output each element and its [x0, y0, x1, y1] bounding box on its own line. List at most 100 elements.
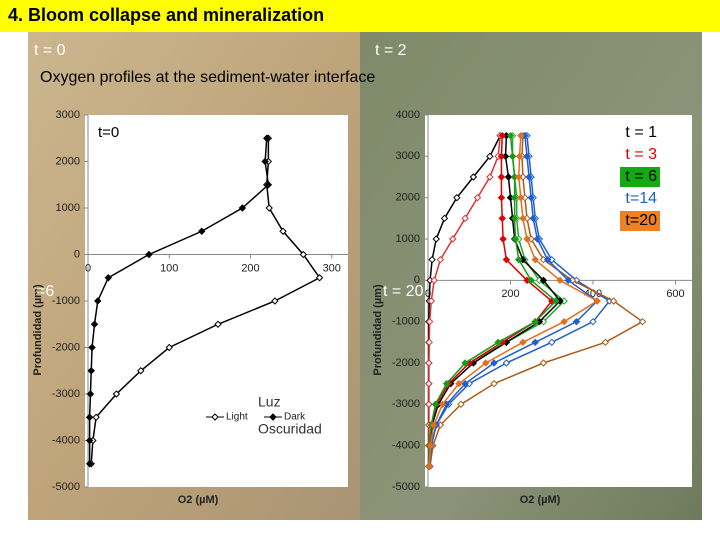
y-tick-label: -3000 — [392, 398, 420, 410]
y-tick-label: 1000 — [56, 202, 80, 214]
time-label: t = 0 — [34, 42, 66, 59]
y-tick-label: 2000 — [396, 192, 420, 204]
x-tick-label: 200 — [501, 288, 519, 300]
profile-marker — [525, 173, 533, 181]
y-tick-label: -3000 — [52, 388, 80, 400]
profile-marker — [543, 255, 552, 264]
legend-label: t=14 — [625, 190, 657, 207]
profile-marker — [523, 235, 531, 243]
annotation: Oscuridad — [258, 421, 322, 437]
profile-marker — [506, 131, 515, 140]
profile-marker — [539, 359, 548, 367]
profile-marker — [145, 250, 153, 259]
profile-marker — [165, 343, 173, 352]
x-axis-label: O2 (µM) — [178, 494, 219, 506]
profile-marker — [511, 235, 520, 243]
y-tick-label: -1000 — [52, 295, 80, 307]
profile-marker — [442, 379, 451, 388]
profile-marker — [497, 152, 506, 161]
profile-marker — [425, 317, 434, 326]
y-axis-label: Profundidad (µm) — [372, 284, 384, 376]
y-tick-label: 3000 — [56, 109, 80, 121]
profile-marker — [531, 255, 539, 264]
profile-marker — [425, 379, 433, 388]
profile-marker — [515, 173, 523, 181]
profile-marker — [527, 276, 535, 285]
profile-marker — [527, 193, 535, 202]
profile-marker — [86, 390, 95, 398]
profile-marker — [515, 255, 523, 264]
legend-label-bg — [620, 167, 660, 187]
profile-marker — [436, 255, 445, 264]
profile-marker — [112, 390, 121, 398]
profile-marker — [494, 338, 502, 347]
slide-title: 4. Bloom collapse and mineralization — [8, 5, 324, 25]
profile-marker — [519, 338, 527, 347]
profile-marker — [531, 338, 539, 347]
legend-label: t = 1 — [625, 124, 657, 141]
profile-marker — [315, 274, 324, 282]
profile-marker — [564, 276, 572, 285]
legend-marker — [211, 413, 219, 421]
profile-marker — [490, 359, 498, 367]
profile-marker — [279, 227, 287, 235]
profile-marker — [490, 379, 498, 388]
profile-marker — [556, 276, 564, 285]
profile-marker — [482, 359, 490, 367]
subtitle: Oxygen profiles at the sediment-water in… — [40, 69, 375, 86]
profile-marker — [609, 297, 618, 305]
y-tick-label: 0 — [414, 274, 420, 286]
y-axis-label: Profundidad (µm) — [32, 284, 44, 376]
y-tick-label: -4000 — [52, 434, 80, 446]
profile-marker — [455, 379, 463, 388]
profile-marker — [517, 193, 525, 202]
legend-label: Light — [226, 412, 248, 423]
profile-marker — [299, 250, 308, 259]
y-tick-label: 1000 — [396, 233, 420, 245]
x-tick-label: 600 — [666, 288, 684, 300]
y-tick-label: -5000 — [392, 481, 420, 493]
x-tick-label: 400 — [584, 288, 602, 300]
x-tick-label: 0 — [425, 288, 431, 300]
x-tick-label: 300 — [323, 262, 341, 274]
profile-marker — [572, 317, 581, 326]
profile-marker — [593, 297, 601, 305]
annotation: t = 20 — [383, 283, 424, 300]
profile-marker — [517, 131, 525, 140]
profile-marker — [502, 359, 511, 367]
profile-marker — [264, 181, 273, 189]
y-tick-label: -2000 — [52, 341, 80, 353]
profile-marker — [261, 157, 269, 166]
profile-marker — [508, 152, 517, 161]
title-bar — [0, 0, 720, 32]
profile-marker — [449, 235, 457, 243]
profile-marker — [504, 173, 513, 181]
profile-marker — [432, 235, 440, 243]
profile-marker — [428, 255, 436, 264]
profile-marker — [425, 359, 433, 367]
profile-marker — [425, 462, 433, 471]
profile-marker — [87, 367, 95, 375]
profile-marker — [85, 460, 94, 468]
profile-marker — [638, 317, 647, 326]
legend-marker — [269, 413, 277, 421]
profile-marker — [523, 152, 531, 161]
y-tick-label: -5000 — [52, 481, 80, 493]
profile-marker — [425, 338, 433, 347]
annotation: t=0 — [98, 124, 119, 141]
y-tick-label: -4000 — [392, 440, 420, 452]
legend-label-bg — [620, 211, 660, 231]
profile-marker — [88, 343, 96, 352]
profile-marker — [510, 214, 519, 223]
y-tick-label: 4000 — [396, 109, 420, 121]
profile-marker — [498, 214, 506, 223]
y-tick-label: 2000 — [56, 155, 80, 167]
profile-marker — [486, 173, 494, 181]
profile-marker — [92, 413, 100, 421]
profile-marker — [457, 400, 465, 409]
profile-marker — [453, 193, 461, 202]
profile-marker — [214, 320, 222, 328]
profile-marker — [104, 274, 113, 282]
annotation: Luz — [258, 394, 281, 410]
